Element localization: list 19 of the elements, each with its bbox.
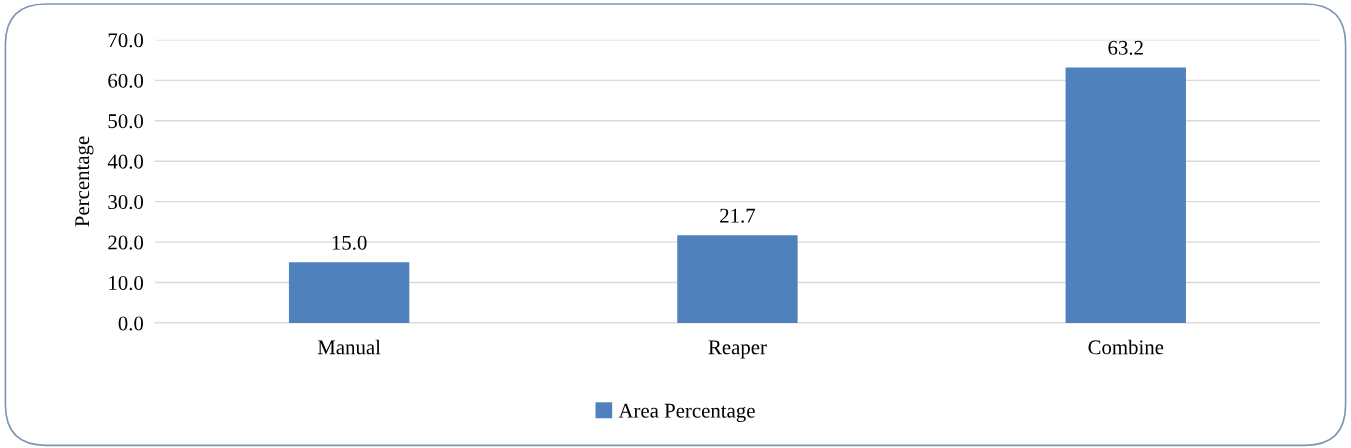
legend-label: Area Percentage <box>618 403 755 423</box>
y-tick-label: 30.0 <box>108 195 144 210</box>
y-tick-label: 60.0 <box>108 73 144 88</box>
bar <box>677 235 798 324</box>
text: 15.0 <box>332 235 367 250</box>
bar <box>288 262 410 324</box>
text: 63.2 <box>1108 40 1143 55</box>
y-tick-label: 70.0 <box>108 33 144 48</box>
y-tick-label: 0.0 <box>118 316 144 331</box>
y-axis-title: Percentage <box>75 136 94 227</box>
y-tick-label: 20.0 <box>108 235 144 250</box>
y-tick-label: 10.0 <box>109 275 144 291</box>
x-tick-label: Combine <box>1088 339 1164 355</box>
text: 21.7 <box>720 208 756 223</box>
y-tick-label: 40.0 <box>107 154 144 169</box>
x-tick-label: Reaper <box>708 340 767 359</box>
x-tick-label: Manual <box>317 339 381 355</box>
y-tick-label: 50.0 <box>108 114 144 129</box>
bar <box>1065 67 1186 324</box>
